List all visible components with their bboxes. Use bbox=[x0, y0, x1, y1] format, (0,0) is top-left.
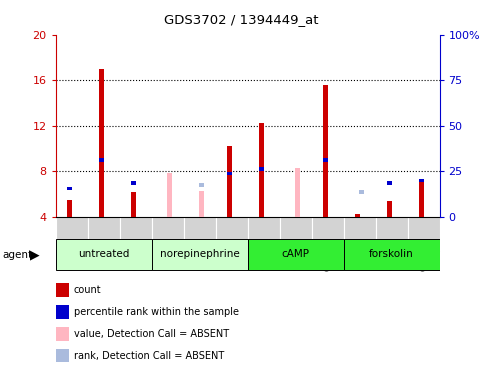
Text: cAMP: cAMP bbox=[282, 249, 310, 260]
Bar bbox=[199, 183, 204, 187]
Text: GDS3702 / 1394449_at: GDS3702 / 1394449_at bbox=[164, 13, 319, 26]
FancyBboxPatch shape bbox=[248, 217, 280, 251]
Bar bbox=[355, 214, 360, 217]
Text: count: count bbox=[74, 285, 101, 295]
FancyBboxPatch shape bbox=[152, 239, 248, 270]
Text: value, Detection Call = ABSENT: value, Detection Call = ABSENT bbox=[74, 329, 229, 339]
FancyBboxPatch shape bbox=[152, 217, 184, 251]
Bar bbox=[130, 181, 136, 185]
Bar bbox=[419, 182, 424, 217]
Text: percentile rank within the sample: percentile rank within the sample bbox=[74, 307, 239, 317]
Bar bbox=[199, 191, 204, 217]
Bar bbox=[386, 201, 392, 217]
Bar bbox=[419, 179, 424, 182]
Text: agent: agent bbox=[2, 250, 32, 260]
FancyBboxPatch shape bbox=[87, 217, 120, 251]
Bar bbox=[227, 146, 232, 217]
Bar bbox=[99, 69, 104, 217]
Bar bbox=[258, 167, 264, 171]
FancyBboxPatch shape bbox=[120, 217, 152, 251]
Bar bbox=[99, 158, 104, 162]
Bar bbox=[323, 85, 328, 217]
FancyBboxPatch shape bbox=[312, 217, 343, 251]
Bar bbox=[67, 187, 72, 190]
Bar bbox=[67, 200, 72, 217]
Text: untreated: untreated bbox=[78, 249, 129, 260]
Bar bbox=[167, 172, 172, 217]
FancyBboxPatch shape bbox=[248, 239, 343, 270]
FancyBboxPatch shape bbox=[56, 217, 87, 251]
FancyBboxPatch shape bbox=[184, 217, 215, 251]
Text: ▶: ▶ bbox=[30, 248, 40, 261]
Text: forskolin: forskolin bbox=[369, 249, 414, 260]
Bar bbox=[323, 158, 328, 162]
Bar bbox=[227, 172, 232, 175]
FancyBboxPatch shape bbox=[343, 239, 440, 270]
Bar bbox=[295, 168, 300, 217]
FancyBboxPatch shape bbox=[215, 217, 248, 251]
FancyBboxPatch shape bbox=[343, 217, 376, 251]
FancyBboxPatch shape bbox=[56, 239, 152, 270]
Text: norepinephrine: norepinephrine bbox=[160, 249, 240, 260]
FancyBboxPatch shape bbox=[376, 217, 408, 251]
FancyBboxPatch shape bbox=[280, 217, 312, 251]
Bar bbox=[130, 192, 136, 217]
Bar bbox=[258, 124, 264, 217]
Text: rank, Detection Call = ABSENT: rank, Detection Call = ABSENT bbox=[74, 351, 224, 361]
Bar bbox=[386, 181, 392, 185]
FancyBboxPatch shape bbox=[408, 217, 440, 251]
Bar bbox=[359, 190, 365, 194]
